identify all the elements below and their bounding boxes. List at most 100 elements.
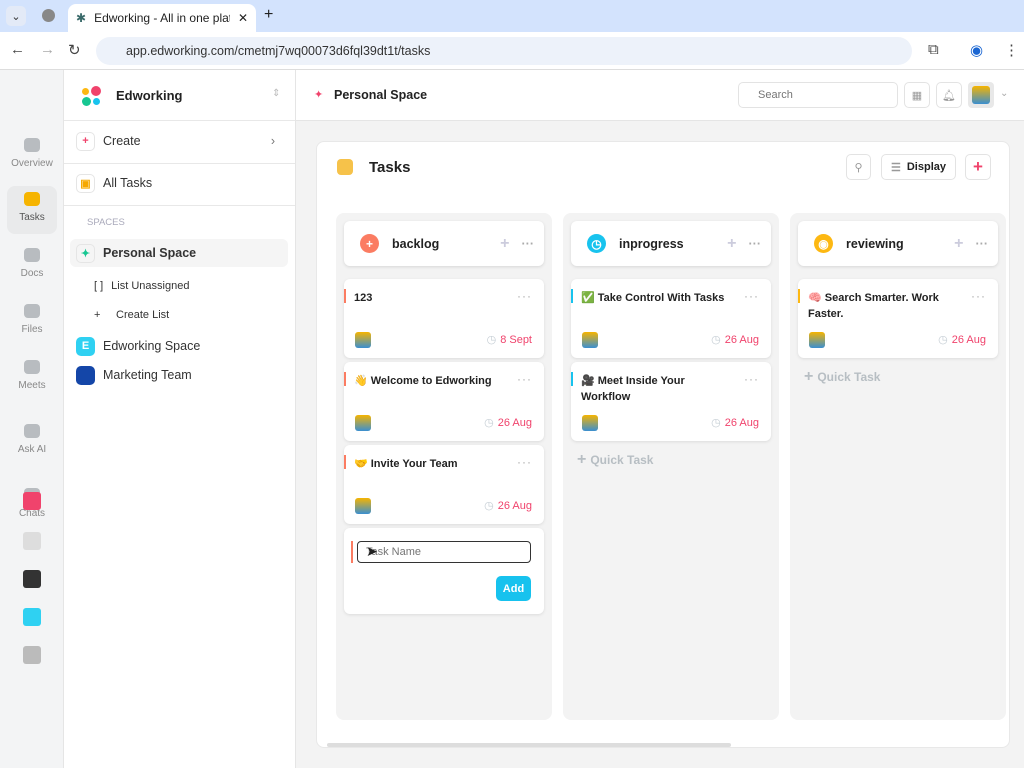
video-icon[interactable] bbox=[23, 646, 41, 664]
extensions-icon[interactable]: ⧉ bbox=[928, 41, 939, 58]
rail-item-ask-ai[interactable]: Ask AI bbox=[7, 418, 57, 466]
task-card[interactable]: ✅ Take Control With Tasks ··· ◷ 26 Aug bbox=[571, 279, 771, 358]
due-date[interactable]: ◷ 26 Aug bbox=[484, 417, 532, 429]
add-to-column-icon[interactable]: + bbox=[954, 234, 964, 252]
address-bar: ← → ↻ app.edworking.com/cmetmj7wq00073d6… bbox=[0, 32, 1024, 70]
plus-circle-icon: + bbox=[360, 234, 379, 253]
task-more-icon[interactable]: ··· bbox=[744, 372, 759, 386]
chevron-right-icon: › bbox=[270, 134, 275, 148]
rail-item-tasks[interactable]: Tasks bbox=[7, 186, 57, 234]
add-to-column-icon[interactable]: + bbox=[727, 234, 737, 252]
app-rail: Overview Tasks Docs Files Meets Ask AI Chats bbox=[0, 70, 64, 768]
due-date[interactable]: ◷ 26 Aug bbox=[484, 500, 532, 512]
sidebar-all-tasks[interactable]: ▣ All Tasks bbox=[74, 169, 289, 197]
mouse-cursor-icon: ➤ bbox=[366, 543, 378, 559]
task-more-icon[interactable]: ··· bbox=[971, 289, 986, 303]
overview-icon bbox=[24, 138, 40, 152]
menu-icon[interactable]: ⋮ bbox=[1004, 42, 1019, 59]
chevron-down-icon[interactable]: ⌄ bbox=[1000, 88, 1009, 99]
add-button[interactable]: Add bbox=[496, 576, 531, 601]
profile-icon[interactable]: ◉ bbox=[970, 42, 984, 59]
reload-icon[interactable]: ↻ bbox=[68, 42, 81, 59]
rail-item-meets[interactable]: Meets bbox=[7, 354, 57, 402]
assignee-avatar[interactable] bbox=[355, 498, 371, 514]
ask-ai-icon bbox=[24, 424, 40, 438]
column-more-icon[interactable]: ··· bbox=[521, 236, 535, 251]
rail-item-files[interactable]: Files bbox=[7, 298, 57, 346]
quick-task-button[interactable]: + Quick Task bbox=[804, 368, 881, 385]
browser-tab-bar: ⌄ ✱ Edworking - All in one platfo ✕ + bbox=[0, 0, 1024, 32]
rail-item-docs[interactable]: Docs bbox=[7, 242, 57, 290]
clock-icon: ◷ bbox=[938, 334, 948, 346]
task-title: 🤝 Invite Your Team bbox=[354, 458, 458, 470]
task-card[interactable]: 🤝 Invite Your Team ··· ◷ 26 Aug bbox=[344, 445, 544, 524]
due-date[interactable]: ◷ 26 Aug bbox=[711, 417, 759, 429]
app-logo-icon[interactable] bbox=[23, 492, 41, 510]
notifications-bell-icon[interactable]: 🔔︎ bbox=[936, 82, 962, 108]
column-more-icon[interactable]: ··· bbox=[975, 236, 989, 251]
tasks-icon bbox=[24, 192, 40, 206]
forward-icon[interactable]: → bbox=[40, 41, 55, 58]
add-task-button[interactable]: + bbox=[965, 154, 991, 180]
globe-icon[interactable] bbox=[42, 9, 55, 22]
sidebar-list-unassigned[interactable]: [ ] List Unassigned bbox=[94, 280, 190, 292]
task-card[interactable]: 123 ··· ◷ 8 Sept bbox=[344, 279, 544, 358]
task-card[interactable]: 🎥 Meet Inside Your Workflow ··· ◷ 26 Aug bbox=[571, 362, 771, 441]
close-tab-icon[interactable]: ✕ bbox=[237, 11, 248, 25]
assignee-avatar[interactable] bbox=[582, 415, 598, 431]
assignee-avatar[interactable] bbox=[355, 415, 371, 431]
task-card[interactable]: 🧠 Search Smarter. Work Faster. ··· ◷ 26 Aug bbox=[798, 279, 998, 358]
task-more-icon[interactable]: ··· bbox=[517, 455, 532, 469]
assignee-avatar[interactable] bbox=[582, 332, 598, 348]
sidebar-edworking-space[interactable]: E Edworking Space bbox=[74, 332, 289, 360]
assignee-avatar[interactable] bbox=[809, 332, 825, 348]
sidebar-marketing-team[interactable]: Marketing Team bbox=[74, 361, 289, 389]
task-more-icon[interactable]: ··· bbox=[517, 372, 532, 386]
horizontal-scrollbar[interactable] bbox=[327, 743, 731, 747]
user-avatar[interactable] bbox=[968, 82, 994, 108]
tab-list-button[interactable]: ⌄ bbox=[6, 6, 26, 26]
assignee-avatar[interactable] bbox=[355, 332, 371, 348]
search-input[interactable] bbox=[738, 82, 898, 108]
user-avatar[interactable] bbox=[23, 570, 41, 588]
personal-space-icon: ✦ bbox=[76, 243, 95, 263]
workspace-name[interactable]: Edworking bbox=[116, 88, 183, 103]
task-more-icon[interactable]: ··· bbox=[744, 289, 759, 303]
page-title: Personal Space bbox=[334, 88, 428, 102]
browser-tab[interactable]: ✱ Edworking - All in one platfo ✕ bbox=[68, 4, 256, 32]
quick-task-button[interactable]: + Quick Task bbox=[577, 451, 654, 468]
task-name-input[interactable] bbox=[357, 541, 531, 563]
edworking-space-icon[interactable] bbox=[23, 608, 41, 626]
rail-item-overview[interactable]: Overview bbox=[7, 132, 57, 180]
edworking-favicon-icon: ✱ bbox=[76, 11, 87, 25]
calendar-button[interactable]: ▦ bbox=[904, 82, 930, 108]
edworking-logo-icon bbox=[82, 86, 102, 106]
board-title: Tasks bbox=[369, 159, 411, 176]
column-inprogress: ◷ inprogress + ··· ✅ Take Control With Tasks… bbox=[563, 213, 779, 720]
task-title: 123 bbox=[354, 292, 373, 304]
display-button[interactable]: ☰ Display bbox=[881, 154, 956, 180]
docs-icon bbox=[24, 248, 40, 262]
sidebar-create-list[interactable]: + Create List bbox=[94, 309, 170, 321]
sidebar-create[interactable]: + Create › bbox=[74, 127, 289, 155]
sliders-icon: ☰ bbox=[890, 161, 901, 174]
due-date[interactable]: ◷ 26 Aug bbox=[711, 334, 759, 346]
sidebar-personal-space[interactable]: ✦ Personal Space bbox=[70, 239, 288, 267]
task-card[interactable]: 👋 Welcome to Edworking ··· ◷ 26 Aug bbox=[344, 362, 544, 441]
due-date[interactable]: ◷ 26 Aug bbox=[938, 334, 986, 346]
spaces-heading: SPACES bbox=[87, 217, 125, 228]
task-more-icon[interactable]: ··· bbox=[517, 289, 532, 303]
add-to-column-icon[interactable]: + bbox=[500, 234, 510, 252]
plus-color-icon: + bbox=[76, 131, 95, 151]
user-avatar[interactable] bbox=[23, 532, 41, 550]
url-field[interactable]: app.edworking.com/cmetmj7wq00073d6fql39d… bbox=[96, 37, 912, 65]
column-more-icon[interactable]: ··· bbox=[748, 236, 762, 251]
back-icon[interactable]: ← bbox=[10, 41, 25, 58]
column-backlog: + backlog + ··· 123 ··· ◷ 8 Sept 👋 Welcome to Ed… bbox=[336, 213, 552, 720]
column-header: + backlog + ··· bbox=[344, 221, 544, 266]
workspace-switch-icon[interactable]: ⇕ bbox=[272, 88, 281, 99]
board-search-icon[interactable]: ⚲ bbox=[846, 154, 871, 180]
new-tab-button[interactable]: + bbox=[264, 6, 274, 23]
files-icon bbox=[24, 304, 40, 318]
due-date[interactable]: ◷ 8 Sept bbox=[486, 334, 532, 346]
